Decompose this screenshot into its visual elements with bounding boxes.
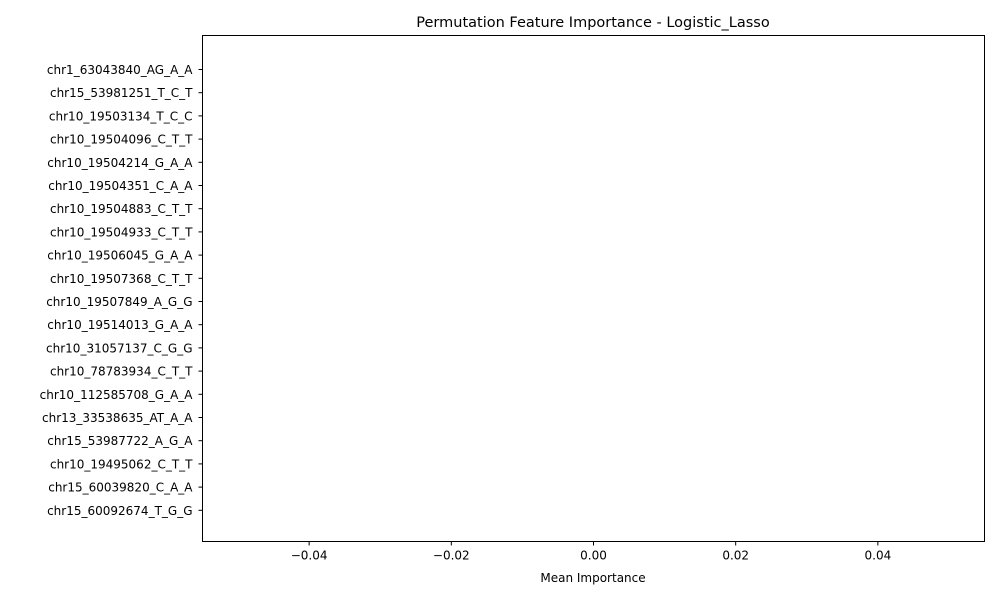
y-tick-label: chr15_53981251_T_C_T	[50, 86, 193, 100]
y-tick-label: chr1_63043840_AG_A_A	[47, 63, 193, 77]
x-tick-label: −0.02	[433, 549, 470, 563]
x-tick-label: 0.00	[580, 549, 607, 563]
y-tick-label: chr10_19495062_C_T_T	[50, 457, 193, 471]
y-tick-label: chr10_19506045_G_A_A	[47, 249, 193, 263]
y-tick-label: chr13_33538635_AT_A_A	[42, 411, 193, 425]
y-tick-label: chr10_19514013_G_A_A	[47, 318, 193, 332]
x-tick-label: −0.04	[291, 549, 328, 563]
y-tick-label: chr10_19507368_C_T_T	[50, 272, 193, 286]
y-tick-label: chr10_19504883_C_T_T	[50, 202, 193, 216]
y-tick-label: chr10_78783934_C_T_T	[50, 365, 193, 379]
y-tick-label: chr15_53987722_A_G_A	[47, 434, 193, 448]
x-axis-label: Mean Importance	[540, 571, 645, 585]
y-tick-label: chr10_19504933_C_T_T	[50, 225, 193, 239]
y-tick-label: chr10_112585708_G_A_A	[40, 388, 194, 402]
x-tick-label: 0.02	[722, 549, 749, 563]
y-tick-label: chr10_19504214_G_A_A	[47, 156, 193, 170]
y-tick-label: chr10_19504096_C_T_T	[50, 133, 193, 147]
y-tick-label: chr15_60092674_T_G_G	[47, 504, 192, 518]
plot-area-frame	[202, 35, 985, 542]
y-tick-label: chr10_19503134_T_C_C	[49, 109, 193, 123]
y-axis: chr1_63043840_AG_A_A chr15_53981251_T_C_T…	[40, 63, 203, 518]
x-tick-label: 0.04	[865, 549, 892, 563]
chart-title: Permutation Feature Importance - Logisti…	[416, 15, 770, 31]
y-tick-label: chr10_19507849_A_G_G	[46, 295, 192, 309]
x-axis: −0.04 −0.02 0.00 0.02 0.04	[291, 541, 892, 563]
y-tick-label: chr10_31057137_C_G_G	[46, 341, 192, 355]
y-tick-label: chr10_19504351_C_A_A	[48, 179, 193, 193]
y-tick-label: chr15_60039820_C_A_A	[48, 481, 193, 495]
